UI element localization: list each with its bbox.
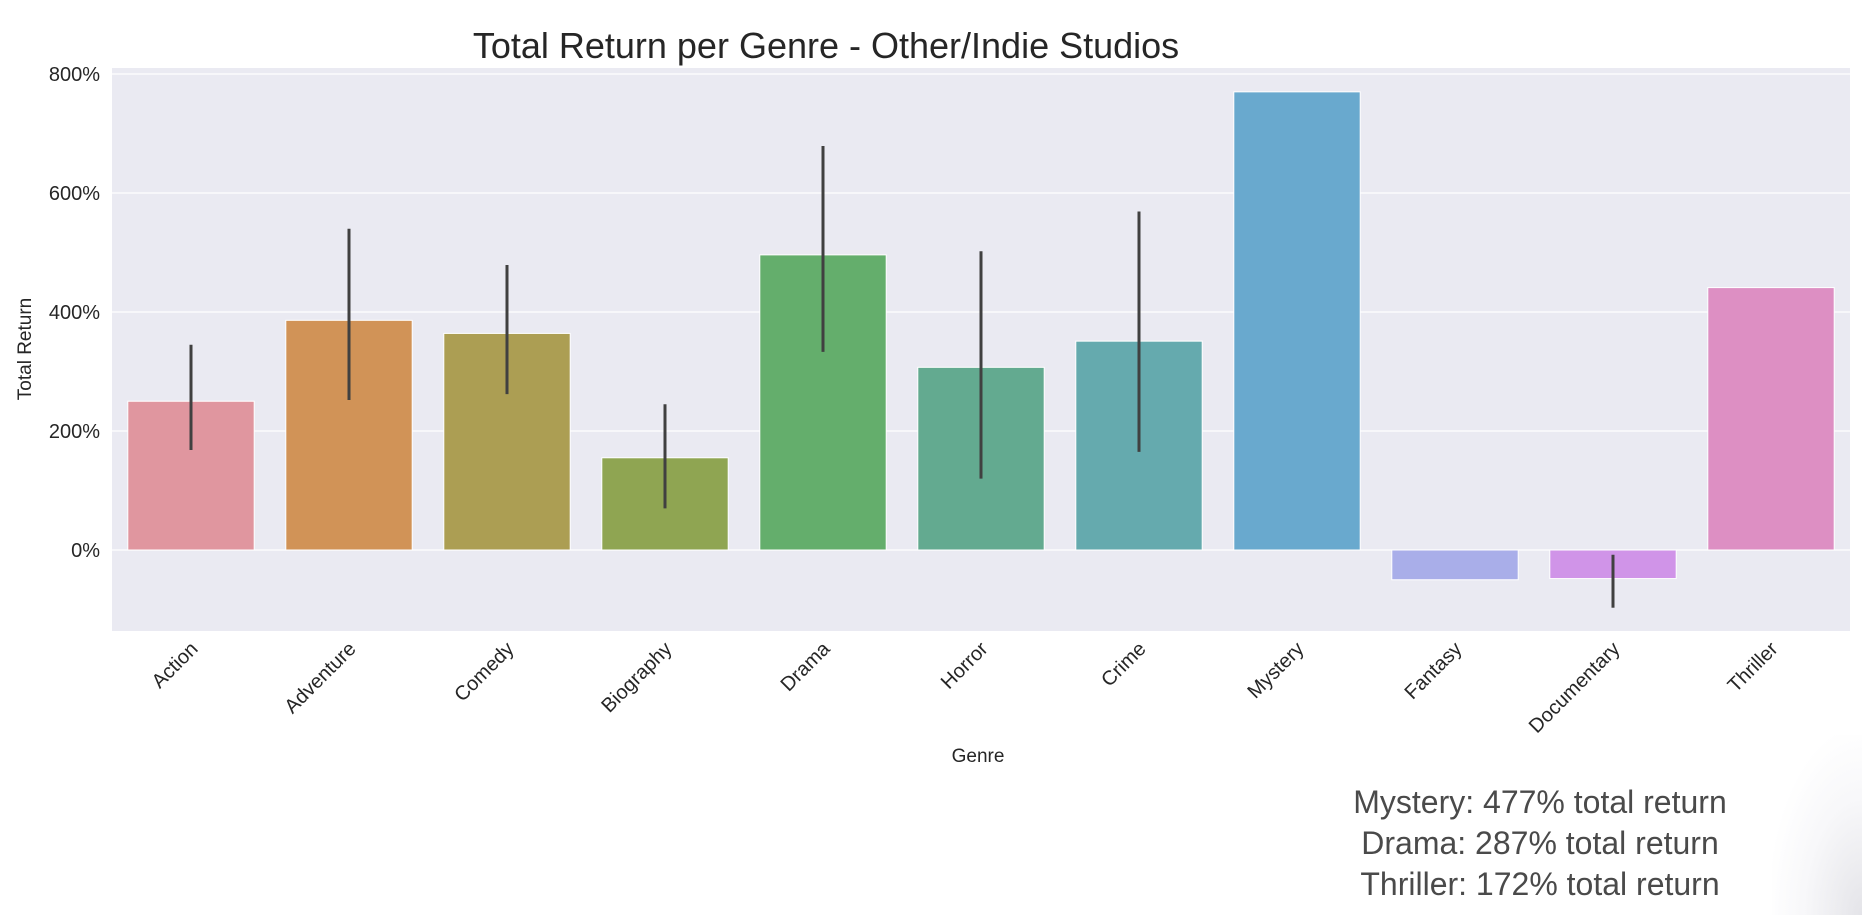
bar-fantasy: [1392, 550, 1518, 580]
x-tick-label-biography: Biography: [597, 638, 676, 717]
y-tick-label: 0%: [71, 540, 100, 562]
summary-annotation: Mystery: 477% total return Drama: 287% t…: [1300, 782, 1780, 905]
x-tick-label-fantasy: Fantasy: [1401, 638, 1467, 704]
summary-line-thriller: Thriller: 172% total return: [1300, 864, 1780, 905]
x-tick-label-documentary: Documentary: [1525, 638, 1625, 738]
summary-line-mystery: Mystery: 477% total return: [1300, 782, 1780, 823]
chart-title: Total Return per Genre - Other/Indie Stu…: [473, 25, 1179, 66]
x-axis-label: Genre: [952, 746, 1005, 767]
summary-line-drama: Drama: 287% total return: [1300, 823, 1780, 864]
y-tick-label: 600%: [49, 183, 100, 205]
x-tick-label-action: Action: [148, 638, 203, 693]
y-tick-label: 200%: [49, 421, 100, 443]
y-tick-label: 400%: [49, 302, 100, 324]
bar-mystery: [1234, 92, 1360, 550]
y-tick-label: 800%: [49, 64, 100, 86]
x-tick-label-thriller: Thriller: [1724, 638, 1783, 697]
x-axis-ticks: Action Adventure Comedy Biography Drama Horro…: [148, 637, 1783, 737]
x-tick-label-crime: Crime: [1097, 638, 1150, 691]
x-tick-label-comedy: Comedy: [450, 638, 518, 706]
corner-shadow: [1772, 735, 1862, 915]
x-tick-label-mystery: Mystery: [1243, 638, 1308, 703]
x-tick-label-adventure: Adventure: [281, 638, 361, 718]
y-axis-ticks: 0% 200% 400% 600% 800%: [49, 64, 100, 562]
x-tick-label-drama: Drama: [777, 637, 836, 696]
y-axis-label: Total Return: [15, 298, 36, 400]
bar-thriller: [1708, 288, 1834, 550]
x-tick-label-horror: Horror: [937, 638, 993, 694]
